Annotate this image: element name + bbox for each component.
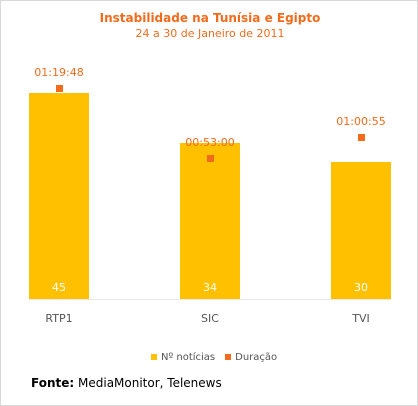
bar-sic — [180, 143, 240, 299]
legend-label-noticias: Nº notícias — [161, 351, 216, 363]
duration-marker-rtp1 — [56, 85, 63, 92]
legend-swatch-noticias — [151, 354, 157, 360]
bar-value-tvi: 30 — [354, 281, 368, 294]
legend-swatch-duracao — [225, 354, 232, 360]
chart-title: Instabilidade na Tunísia e Egipto — [99, 11, 321, 25]
bar-tvi — [331, 161, 391, 299]
bar-rtp1 — [29, 93, 89, 299]
legend: Nº notícias Duração — [151, 350, 287, 364]
source-label: Fonte: — [31, 376, 75, 390]
duration-label-tvi: 01:00:55 — [336, 115, 386, 129]
duration-label-rtp1: 01:19:48 — [34, 66, 84, 79]
category-label-tvi: TVI — [352, 312, 370, 325]
source-text: MediaMonitor, Telenews — [78, 376, 222, 390]
duration-marker-sic — [207, 155, 214, 162]
bar-value-rtp1: 45 — [52, 281, 66, 294]
source-note: Fonte: MediaMonitor, Telenews — [31, 376, 222, 390]
chart-subtitle: 24 a 30 de Janeiro de 2011 — [135, 27, 285, 40]
legend-label-duracao: Duração — [235, 351, 278, 363]
legend-item-noticias: Nº notícias — [151, 352, 215, 363]
legend-item-duracao: Duração — [225, 352, 277, 363]
bar-value-sic: 34 — [203, 281, 217, 294]
category-label-rtp1: RTP1 — [45, 312, 73, 325]
x-axis-line — [29, 299, 391, 300]
duration-marker-tvi — [358, 134, 365, 142]
duration-label-sic: 00:53:00 — [185, 136, 235, 149]
category-label-sic: SIC — [201, 312, 219, 325]
